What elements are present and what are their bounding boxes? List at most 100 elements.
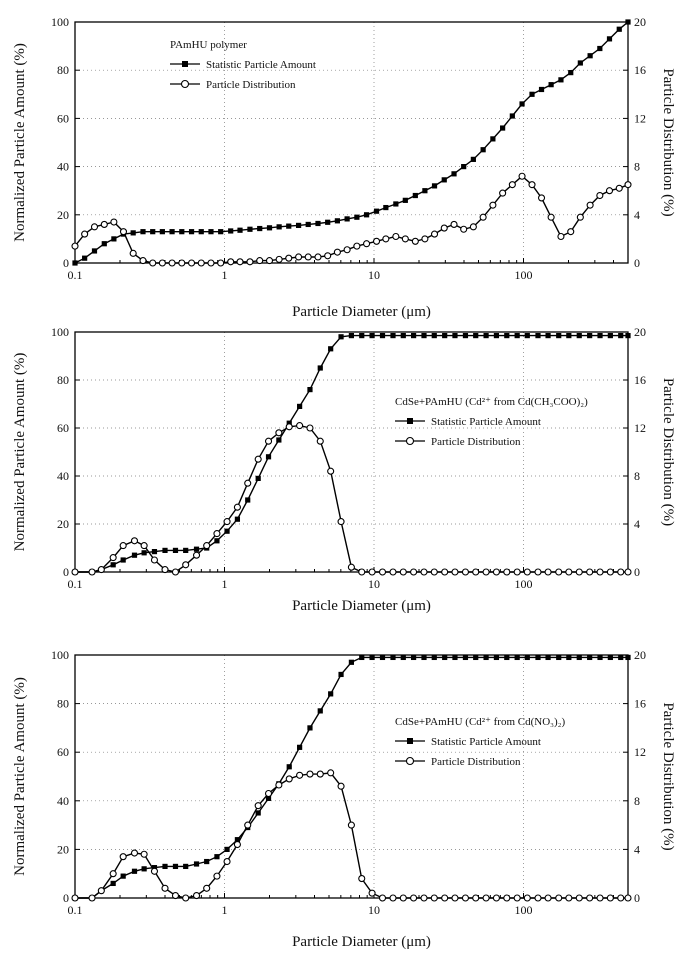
series-line [75, 334, 628, 573]
data-point-circle [596, 191, 604, 200]
data-point-square [452, 333, 458, 339]
data-point-circle [264, 789, 273, 798]
data-point-circle [363, 240, 371, 248]
data-point-square [470, 156, 476, 162]
data-point-square [535, 333, 541, 339]
data-point-circle [119, 228, 128, 236]
x-tick-label: 10 [368, 577, 380, 591]
y2-tick-label: 20 [634, 15, 646, 29]
data-point-circle [182, 894, 190, 902]
data-point-circle [192, 892, 201, 900]
data-point-circle [489, 201, 497, 209]
data-point-circle [316, 437, 324, 445]
x-tick-label: 100 [515, 577, 533, 591]
data-point-circle [617, 894, 625, 902]
y-tick-label: 100 [51, 325, 69, 339]
data-point-square [131, 868, 138, 874]
data-point-circle [244, 821, 252, 829]
data-point-circle [343, 246, 351, 254]
data-point-circle [296, 422, 304, 430]
data-point-circle [430, 568, 438, 576]
data-point-circle [586, 201, 594, 209]
data-point-circle [192, 551, 201, 559]
chart-panel-3: 0.1 1 10 100 0 20 40 60 80 100 0 4 8 12 16 20 Normalized… [12, 648, 676, 950]
data-point-circle [440, 224, 448, 232]
data-point-circle [333, 248, 341, 256]
data-point-circle [450, 220, 458, 228]
data-point-square [328, 346, 334, 352]
data-point-circle [233, 503, 241, 511]
data-point-square [462, 333, 469, 339]
data-point-square [172, 863, 179, 870]
x-tick-label: 100 [515, 903, 533, 917]
data-point-circle [469, 223, 477, 231]
data-point-square [607, 654, 613, 661]
data-point-square [140, 229, 146, 235]
data-point-circle [129, 249, 137, 257]
y-tick-label: 40 [57, 794, 69, 808]
data-point-square [286, 223, 292, 229]
data-point-circle [130, 849, 139, 857]
data-point-circle [244, 479, 252, 487]
data-point-square [473, 654, 479, 661]
data-point-circle [178, 259, 186, 267]
legend: CdSe+PAmHU (Cd²⁺ from Cd(NO₃)₂) Statistic… [395, 716, 565, 768]
data-point-square [545, 654, 551, 661]
plot-frame [74, 331, 629, 573]
data-point-square [247, 226, 253, 232]
data-point-circle [567, 228, 575, 236]
data-point-square [625, 333, 631, 339]
legend-circle-marker [405, 436, 415, 446]
data-point-circle [461, 568, 470, 576]
data-point-circle [460, 225, 468, 233]
legend-square-marker [407, 418, 413, 424]
legend-label: Particle Distribution [431, 436, 521, 448]
data-point-square [338, 671, 344, 678]
x-tick-label: 0.1 [68, 577, 83, 591]
data-point-circle [503, 894, 511, 902]
data-point-square [91, 248, 98, 254]
data-point-square [597, 45, 603, 52]
data-point-square [286, 420, 292, 426]
data-point-circle [314, 253, 322, 261]
data-point-circle [296, 771, 304, 779]
data-point-circle [327, 467, 335, 475]
data-point-square [442, 333, 448, 339]
data-point-circle [576, 213, 584, 221]
data-point-square [338, 334, 344, 340]
data-point-circle [285, 775, 293, 783]
data-point-square [266, 225, 273, 231]
data-point-square [297, 403, 303, 409]
data-point-square [461, 164, 467, 170]
data-point-circle [171, 892, 180, 900]
data-point-circle [378, 568, 387, 576]
y2-axis-title: Particle Distribution (%) [660, 378, 676, 526]
data-point-square [558, 77, 564, 83]
legend-circle-marker [180, 79, 190, 89]
data-point-circle [150, 556, 159, 564]
series-statistic-particle-amount [72, 19, 631, 266]
data-point-circle [109, 870, 117, 878]
data-point-circle [606, 568, 614, 576]
data-point-circle [316, 770, 324, 778]
data-point-circle [547, 213, 555, 221]
series-particle-distribution [71, 172, 632, 267]
data-point-circle [353, 242, 361, 250]
data-point-square [193, 546, 200, 552]
x-tick-label: 1 [222, 903, 228, 917]
data-point-circle [555, 894, 563, 902]
data-point-circle [256, 257, 264, 265]
data-point-square [548, 82, 554, 88]
data-point-circle [150, 867, 159, 875]
data-point-circle [472, 568, 480, 576]
data-point-circle [347, 821, 355, 829]
data-point-square [379, 333, 386, 339]
data-point-square [500, 125, 506, 131]
data-point-circle [358, 875, 366, 883]
y-tick-label: 80 [57, 697, 69, 711]
data-point-circle [420, 894, 428, 902]
data-point-circle [217, 259, 225, 267]
data-point-square [265, 454, 272, 460]
data-point-circle [265, 257, 274, 265]
